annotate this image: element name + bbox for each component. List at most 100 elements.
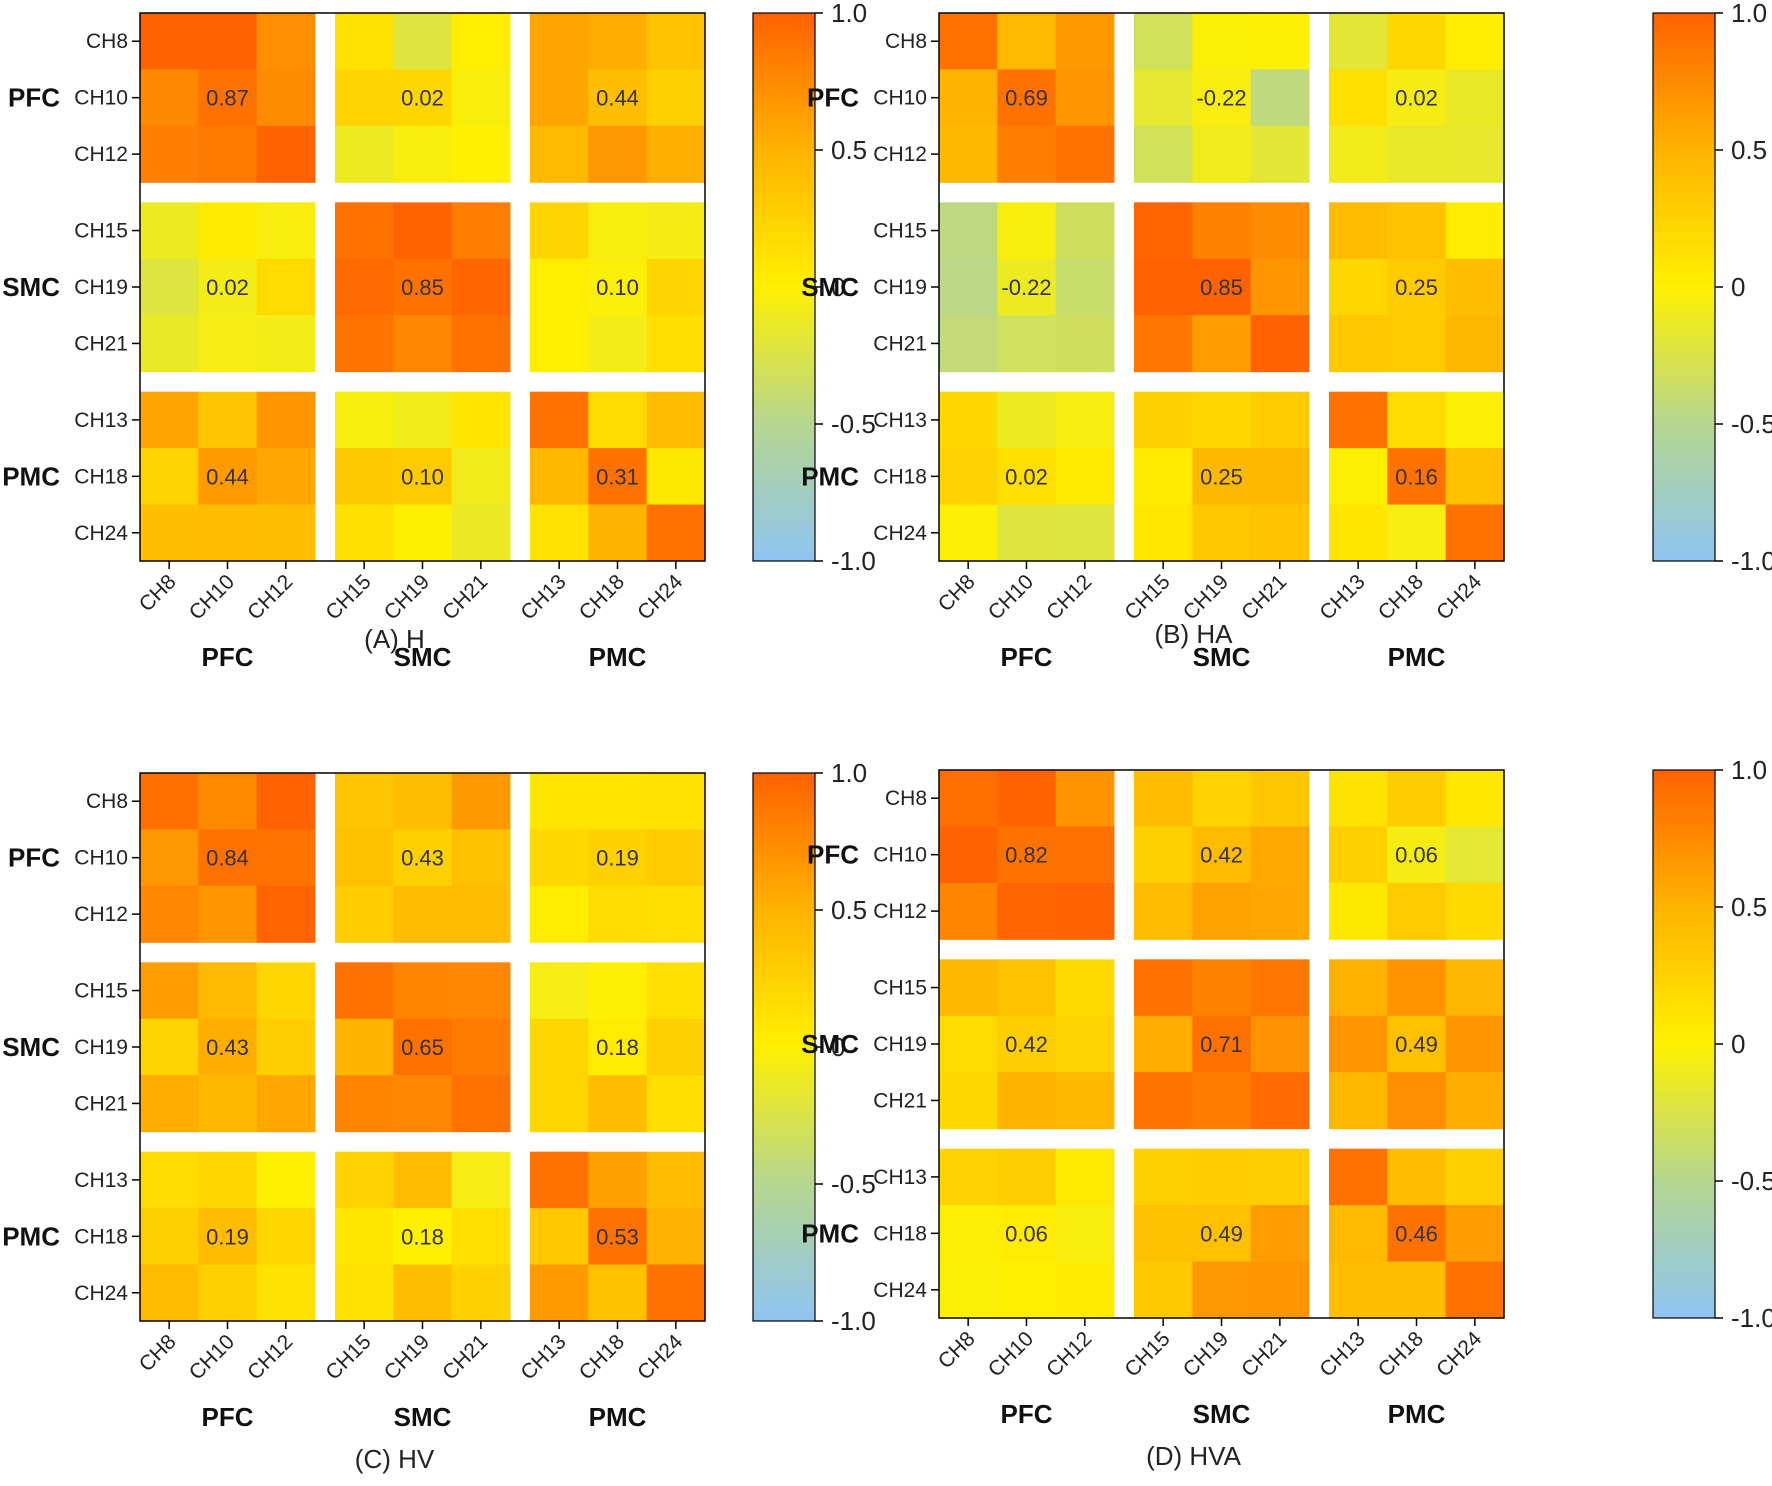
heatmap-cell — [1250, 770, 1310, 827]
col-region-label: PMC — [589, 1402, 647, 1432]
heatmap-cell — [588, 202, 648, 260]
heatmap-cell — [256, 829, 316, 887]
heatmap-cell — [198, 258, 258, 316]
colorbar-tick-label: 1.0 — [831, 0, 867, 28]
row-region-label: SMC — [2, 1032, 60, 1062]
heatmap-cell — [1250, 504, 1310, 562]
y-tick-label: CH21 — [74, 332, 128, 355]
heatmap-cell — [1329, 13, 1388, 70]
x-tick-label: CH12 — [243, 570, 297, 624]
heatmap-cell — [1055, 1072, 1115, 1130]
heatmap-cell — [1134, 13, 1193, 70]
heatmap-cell — [1192, 391, 1252, 449]
block-value-label: -0.22 — [1001, 275, 1051, 300]
heatmap-cell — [646, 773, 706, 830]
heatmap-cell — [530, 1018, 589, 1076]
x-tick-label: CH21 — [438, 1330, 492, 1384]
heatmap-cell — [1134, 770, 1193, 827]
heatmap-cell — [1445, 391, 1505, 449]
heatmap-cell — [393, 13, 453, 70]
x-tick-label: CH12 — [243, 1330, 297, 1384]
heatmap-cell — [997, 391, 1057, 449]
heatmap-cell — [1055, 1015, 1115, 1073]
x-tick-label: CH13 — [516, 570, 570, 624]
heatmap-cell — [1387, 13, 1447, 70]
heatmap-cell — [530, 1075, 589, 1133]
heatmap-cell — [1055, 69, 1115, 127]
heatmap-cell — [530, 962, 589, 1020]
heatmap-cell — [530, 125, 589, 183]
heatmap-cell — [1329, 315, 1388, 373]
x-tick-label: CH15 — [1120, 1327, 1174, 1381]
y-tick-label: CH13 — [74, 1169, 128, 1192]
heatmap-cell — [1445, 1015, 1505, 1073]
x-tick-label: CH10 — [185, 570, 239, 624]
x-tick-label: CH18 — [575, 1330, 629, 1384]
x-tick-label: CH8 — [135, 570, 181, 616]
x-tick-label: CH10 — [984, 570, 1038, 624]
heatmap-cell — [140, 829, 199, 887]
heatmap-cell — [1250, 1015, 1310, 1073]
y-tick-label: CH12 — [873, 143, 927, 166]
heatmap-cell — [1387, 391, 1447, 449]
heatmap-cell — [1134, 959, 1193, 1017]
heatmap-cell — [646, 125, 706, 183]
heatmap-cell — [939, 13, 998, 70]
heatmap-cell — [1134, 448, 1193, 506]
heatmap-cell — [335, 1264, 394, 1322]
heatmap-cell — [997, 504, 1057, 562]
row-region-label: PFC — [8, 843, 60, 873]
row-region-label: PFC — [807, 83, 859, 113]
heatmap-cell — [198, 885, 258, 943]
heatmap-cell — [588, 315, 648, 373]
heatmap-cell — [1192, 315, 1252, 373]
heatmap-cell — [198, 1151, 258, 1209]
heatmap-cell — [588, 391, 648, 449]
x-tick-label: CH13 — [1315, 1327, 1369, 1381]
heatmap-cell — [1445, 448, 1505, 506]
heatmap-cell — [1134, 504, 1193, 562]
heatmap-cell — [1055, 1205, 1115, 1263]
row-region-label: PMC — [2, 1221, 60, 1251]
block-value-label: 0.42 — [1200, 843, 1243, 868]
heatmap-cell — [1387, 125, 1447, 183]
heatmap-cell — [256, 1075, 316, 1133]
y-tick-label: CH18 — [74, 1225, 128, 1248]
heatmap-cell — [451, 1264, 511, 1322]
heatmap-cell — [1055, 1261, 1115, 1319]
heatmap-cell — [646, 258, 706, 316]
heatmap-cell — [1387, 1261, 1447, 1319]
heatmap-cell — [198, 125, 258, 183]
colorbar-tick-label: 0 — [831, 272, 845, 302]
x-tick-label: CH15 — [321, 570, 375, 624]
heatmap-cell — [198, 13, 258, 70]
y-tick-label: CH19 — [74, 276, 128, 299]
heatmap-cell — [1387, 504, 1447, 562]
heatmap-cell — [451, 315, 511, 373]
heatmap-cell — [451, 829, 511, 887]
heatmap-cell — [1134, 882, 1193, 940]
x-tick-label: CH21 — [1237, 1327, 1291, 1381]
heatmap-cell — [1445, 258, 1505, 316]
panel-caption: (B) HA — [1155, 619, 1234, 649]
block-value-label: 0.44 — [206, 464, 249, 489]
x-tick-label: CH21 — [438, 570, 492, 624]
block-value-label: 0.53 — [596, 1224, 639, 1249]
heatmap-cell — [997, 770, 1057, 827]
heatmap-cell — [1055, 391, 1115, 449]
heatmap-cell — [1387, 315, 1447, 373]
heatmap-cell — [393, 504, 453, 562]
colorbar-tick-label: -1.0 — [1731, 1303, 1772, 1333]
heatmap-cell — [256, 1208, 316, 1266]
heatmap-cell — [451, 13, 511, 70]
y-tick-label: CH24 — [74, 1282, 128, 1305]
heatmap-cell — [1134, 125, 1193, 183]
heatmap-cell — [1250, 1148, 1310, 1206]
heatmap-cell — [1387, 959, 1447, 1017]
heatmap-cell — [1134, 391, 1193, 449]
heatmap-cell — [1329, 826, 1388, 884]
heatmap-cell — [530, 202, 589, 260]
heatmap-cell — [198, 391, 258, 449]
heatmap-cell — [646, 13, 706, 70]
heatmap-cell — [1329, 391, 1388, 449]
